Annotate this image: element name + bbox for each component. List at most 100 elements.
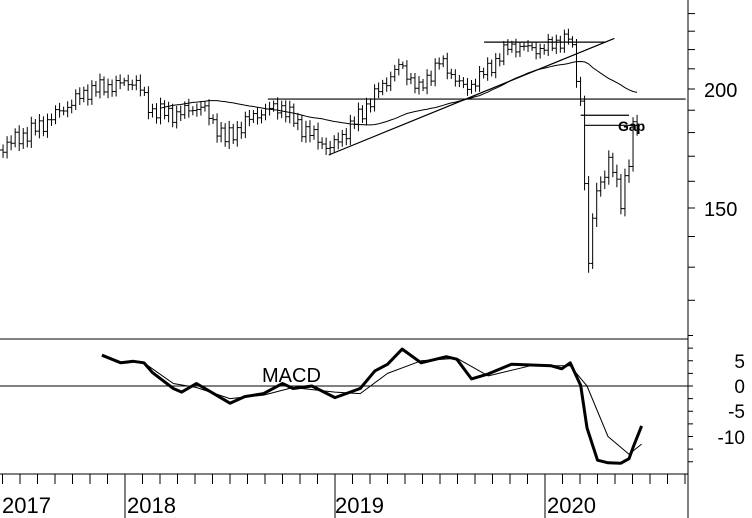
price-bar	[142, 86, 147, 96]
price-bar	[400, 61, 405, 70]
macd-tick-label: 5	[734, 352, 745, 373]
price-bar	[138, 74, 143, 97]
price-bar	[158, 97, 163, 125]
price-bar	[61, 106, 66, 116]
price-bar	[194, 103, 199, 117]
price-bar	[324, 137, 329, 155]
price-bar	[303, 120, 308, 143]
price-bar	[110, 79, 115, 97]
price-bar	[590, 213, 595, 269]
price-bar	[501, 40, 506, 66]
price-bar	[473, 78, 478, 92]
price-bar	[279, 100, 284, 119]
price-bar	[368, 98, 373, 113]
price-bar	[65, 101, 70, 118]
price-bar	[178, 105, 183, 122]
macd-panel	[0, 335, 693, 465]
price-bar	[465, 78, 470, 96]
price-bar	[449, 68, 454, 79]
price-bar	[130, 79, 135, 91]
price-bar	[312, 125, 316, 140]
price-bar	[618, 173, 623, 215]
price-bar	[170, 103, 175, 128]
price-bar	[412, 72, 417, 94]
price-bar	[404, 60, 409, 86]
price-bar	[364, 97, 369, 126]
price-bar	[497, 53, 502, 67]
price-bar	[380, 79, 385, 96]
price-bar	[97, 73, 102, 99]
price-bar	[425, 69, 430, 95]
year-label-2019: 2019	[335, 493, 384, 518]
price-bar	[259, 109, 264, 124]
price-bar	[243, 111, 248, 139]
price-bar	[372, 84, 377, 112]
price-bar	[558, 35, 563, 53]
price-bar	[69, 99, 74, 114]
price-bar	[134, 75, 139, 91]
price-bar	[392, 64, 397, 82]
price-bar	[574, 38, 579, 88]
price-bar	[344, 128, 349, 146]
price-bar	[227, 120, 232, 149]
price-bar	[73, 89, 78, 110]
price-bar	[33, 119, 38, 136]
price-bar	[247, 109, 252, 127]
price-bar	[219, 121, 224, 143]
signal-line	[143, 357, 642, 455]
price-bar	[37, 114, 42, 139]
price-bar	[594, 182, 599, 228]
price-bar	[328, 140, 333, 156]
price-bar	[554, 34, 559, 54]
price-bar	[530, 42, 535, 51]
macd-title: MACD	[262, 365, 321, 387]
price-bar	[215, 113, 220, 143]
price-bar	[207, 99, 211, 126]
price-bar	[316, 122, 321, 150]
price-bar	[211, 114, 216, 124]
price-bar	[348, 114, 353, 146]
price-bar	[509, 40, 514, 53]
price-label-200: 200	[704, 80, 737, 102]
price-bar	[17, 125, 22, 152]
price-bar	[174, 105, 179, 129]
price-bar	[93, 80, 98, 97]
price-bar	[202, 101, 207, 112]
price-bar	[461, 77, 466, 89]
price-bar	[146, 86, 151, 120]
price-bar	[517, 41, 522, 57]
price-bar	[538, 43, 543, 59]
macd-tick-label: -10	[718, 428, 745, 449]
price-bar	[352, 116, 357, 129]
price-bar	[25, 126, 30, 148]
year-label-2018: 2018	[127, 493, 176, 518]
price-bar	[586, 175, 591, 273]
price-bar	[320, 137, 325, 150]
price-bar	[295, 112, 300, 131]
year-label-2017: 2017	[2, 493, 51, 518]
price-bar	[493, 53, 498, 79]
gap-annotation: Gap	[618, 118, 645, 134]
price-bar	[336, 132, 341, 150]
price-bar	[5, 136, 10, 159]
price-label-150: 150	[704, 199, 737, 221]
price-bar	[150, 103, 155, 118]
price-bar	[114, 75, 119, 97]
price-bar	[118, 74, 123, 90]
price-bar	[45, 113, 50, 138]
price-bar	[166, 101, 171, 123]
price-bar	[582, 95, 587, 191]
price-bar	[602, 170, 607, 189]
price-bar	[522, 42, 526, 51]
price-bar	[255, 107, 260, 125]
price-bar	[469, 80, 474, 94]
price-bar	[360, 105, 365, 123]
price-bar	[77, 87, 82, 106]
price-bar	[606, 150, 611, 185]
price-bar	[307, 120, 312, 143]
price-bar	[186, 98, 191, 118]
price-bar	[263, 103, 268, 121]
price-bar	[41, 116, 46, 137]
price-bar	[485, 57, 490, 81]
